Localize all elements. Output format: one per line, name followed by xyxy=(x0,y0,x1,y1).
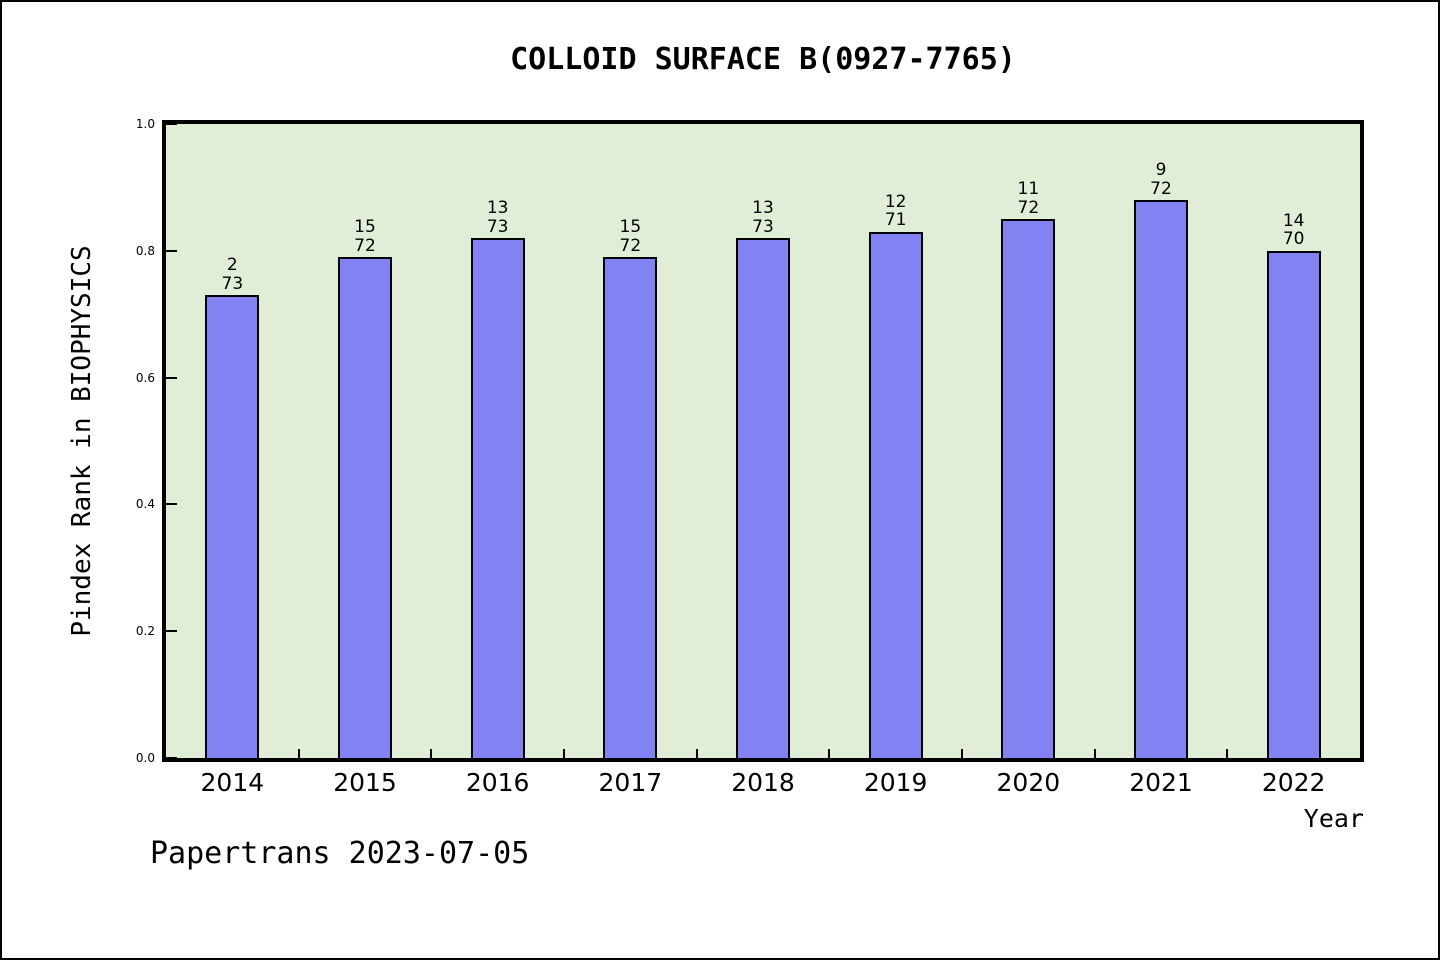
x-minor-tick-mark xyxy=(1093,749,1096,758)
bar-value-label: 12 71 xyxy=(885,193,907,230)
bar-value-label: 11 72 xyxy=(1018,180,1040,217)
footer-watermark: Papertrans 2023-07-05 xyxy=(150,836,530,871)
bar-2020 xyxy=(1001,219,1056,758)
x-tick-label-2014: 2014 xyxy=(200,768,265,797)
bar-value-label: 14 70 xyxy=(1283,212,1305,249)
bar-2021 xyxy=(1134,200,1188,758)
bar-2016 xyxy=(470,238,525,758)
x-tick-label-2017: 2017 xyxy=(598,768,663,797)
bar-rank-value: 13 xyxy=(486,198,509,219)
bar-value-label: 2 73 xyxy=(222,256,244,293)
y-axis-title: Pindex Rank in BIOPHYSICS xyxy=(67,245,97,637)
x-minor-tick-mark xyxy=(430,749,433,758)
x-tick-label-2019: 2019 xyxy=(863,768,928,797)
y-tick-label: 0.2 xyxy=(135,624,155,639)
bar-rank-value: 14 xyxy=(1282,211,1305,232)
y-tick-mark xyxy=(166,757,177,759)
x-tick-label-2016: 2016 xyxy=(465,768,530,797)
x-axis-title: Year xyxy=(1303,804,1364,833)
x-tick-label-2021: 2021 xyxy=(1129,768,1193,797)
bar-total-value: 72 xyxy=(1150,178,1172,199)
x-minor-tick-mark xyxy=(828,749,831,758)
bar-2022 xyxy=(1266,250,1321,758)
bar-rank-value: 15 xyxy=(619,217,642,238)
y-tick-label: 0.8 xyxy=(135,243,155,258)
bar-value-label: 13 73 xyxy=(752,199,774,236)
y-tick-label: 1.0 xyxy=(135,117,155,131)
plot-area: 0.0 0.2 0.4 0.6 0.8 1.0 2 73 15 72 13 73 15 72 13 73 12 7… xyxy=(136,117,1364,765)
bar-2017 xyxy=(603,257,658,758)
x-minor-tick-mark xyxy=(563,749,565,758)
bar-total-value: 72 xyxy=(354,235,376,256)
bar-2018 xyxy=(736,238,790,758)
bar-total-value: 72 xyxy=(1017,197,1040,218)
y-tick-label: 0.6 xyxy=(135,370,155,385)
bar-value-label: 15 72 xyxy=(354,218,376,255)
x-tick-label-2022: 2022 xyxy=(1261,768,1326,797)
x-tick-label-2015: 2015 xyxy=(333,768,397,797)
bar-rank-value: 11 xyxy=(1017,179,1040,200)
y-tick-mark xyxy=(166,376,177,379)
bar-2015 xyxy=(338,257,392,758)
y-tick-label: 0.0 xyxy=(135,751,155,765)
bar-rank-value: 9 xyxy=(1155,160,1167,181)
y-tick-label: 0.4 xyxy=(135,497,155,512)
bar-rank-value: 2 xyxy=(226,255,238,276)
x-minor-tick-mark xyxy=(695,749,698,758)
bar-2014 xyxy=(205,295,260,758)
y-tick-mark xyxy=(166,630,177,633)
bar-rank-value: 15 xyxy=(354,217,376,238)
y-tick-mark xyxy=(166,503,177,506)
bar-total-value: 71 xyxy=(884,210,907,231)
x-tick-label-2018: 2018 xyxy=(731,768,795,797)
y-tick-mark xyxy=(166,123,177,125)
bar-total-value: 72 xyxy=(619,235,642,256)
bar-total-value: 70 xyxy=(1282,229,1305,250)
bar-2019 xyxy=(868,231,923,758)
y-tick-mark xyxy=(166,249,177,252)
x-minor-tick-mark xyxy=(1226,749,1229,758)
bar-value-label: 15 72 xyxy=(620,218,642,255)
bar-total-value: 73 xyxy=(486,216,509,237)
x-minor-tick-mark xyxy=(297,749,300,758)
x-tick-label-2020: 2020 xyxy=(996,768,1061,797)
bar-total-value: 73 xyxy=(221,273,244,294)
x-minor-tick-mark xyxy=(961,749,963,758)
bar-rank-value: 13 xyxy=(752,198,774,219)
bar-rank-value: 12 xyxy=(884,192,907,213)
bar-total-value: 73 xyxy=(752,216,774,237)
bar-chart: 0.0 0.2 0.4 0.6 0.8 1.0 2 73 15 72 13 73 15 72 13 73 12 7… xyxy=(136,117,1364,833)
chart-title: COLLOID SURFACE B(0927-7765) xyxy=(510,42,1016,77)
bar-value-label: 13 73 xyxy=(487,199,509,236)
bar-value-label: 9 72 xyxy=(1150,161,1172,198)
